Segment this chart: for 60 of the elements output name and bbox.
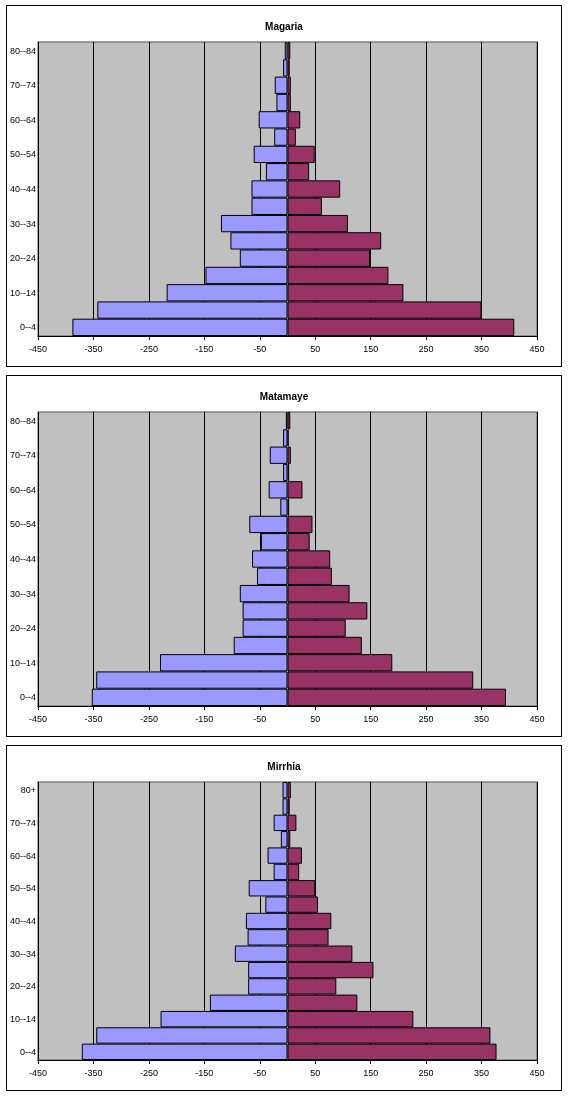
- y-tick-label: 60--64: [10, 484, 37, 495]
- y-tick-label: 0--4: [20, 692, 37, 703]
- x-tick-label: 150: [363, 1067, 379, 1078]
- y-tick-label: 20--24: [10, 623, 37, 634]
- y-tick-label: 80--84: [10, 415, 37, 426]
- x-tick-label: 450: [529, 343, 545, 354]
- x-tick-label: 50: [310, 713, 321, 724]
- x-tick-label: -150: [195, 713, 214, 724]
- chart-title: Mirrhia: [267, 760, 302, 772]
- x-tick-label: -350: [84, 343, 103, 354]
- chart-title: Magaria: [265, 20, 304, 32]
- y-tick-label: 30--34: [10, 588, 37, 599]
- x-tick-label: 150: [363, 713, 379, 724]
- x-tick-label: -250: [139, 713, 158, 724]
- y-tick-label: 0--4: [20, 1046, 37, 1057]
- x-tick-label: 150: [363, 343, 379, 354]
- y-tick-label: 50--54: [10, 883, 37, 894]
- y-tick-label: 70--74: [10, 817, 37, 828]
- y-tick-label: 10--14: [10, 1014, 37, 1025]
- y-tick-label: 30--34: [10, 948, 37, 959]
- x-tick-label: -350: [84, 1067, 103, 1078]
- x-tick-label: -450: [29, 713, 48, 724]
- y-tick-label: 70--74: [10, 80, 37, 91]
- y-tick-label: 30--34: [10, 218, 37, 229]
- x-tick-label: -50: [253, 713, 267, 724]
- x-tick-label: 450: [529, 713, 545, 724]
- y-tick-label: 60--64: [10, 114, 37, 125]
- y-tick-label: 60--64: [10, 850, 37, 861]
- x-tick-label: 250: [418, 1067, 434, 1078]
- x-tick-label: -150: [195, 343, 214, 354]
- chart-title: Matamaye: [259, 390, 309, 402]
- y-tick-label: 10--14: [10, 287, 37, 298]
- y-tick-label: 40--44: [10, 184, 37, 194]
- x-tick-label: 350: [474, 1067, 490, 1078]
- x-tick-label: 250: [418, 713, 434, 724]
- y-tick-label: 40--44: [10, 916, 37, 926]
- y-tick-label: 50--54: [10, 519, 37, 530]
- x-tick-label: -250: [139, 343, 158, 354]
- y-tick-label: 20--24: [10, 981, 37, 992]
- x-tick-label: -450: [29, 1067, 48, 1078]
- x-tick-label: -350: [84, 713, 103, 724]
- x-tick-label: -250: [139, 1067, 158, 1078]
- y-tick-label: 50--54: [10, 149, 37, 160]
- y-tick-label: 0--4: [20, 322, 37, 333]
- x-tick-label: -450: [29, 343, 48, 354]
- x-tick-label: 450: [529, 1067, 545, 1078]
- x-tick-label: 250: [418, 343, 434, 354]
- x-tick-label: -50: [253, 1067, 267, 1078]
- y-tick-label: 80--84: [10, 45, 37, 56]
- y-tick-label: 20--24: [10, 253, 37, 264]
- y-tick-label: 80+: [20, 785, 37, 796]
- x-tick-label: 50: [310, 1067, 321, 1078]
- y-tick-label: 70--74: [10, 450, 37, 461]
- y-tick-label: 40--44: [10, 554, 37, 564]
- x-tick-label: 350: [474, 343, 490, 354]
- x-tick-label: 350: [474, 713, 490, 724]
- y-tick-label: 10--14: [10, 657, 37, 668]
- x-tick-label: -150: [195, 1067, 214, 1078]
- x-tick-label: 50: [310, 343, 321, 354]
- x-tick-label: -50: [253, 343, 267, 354]
